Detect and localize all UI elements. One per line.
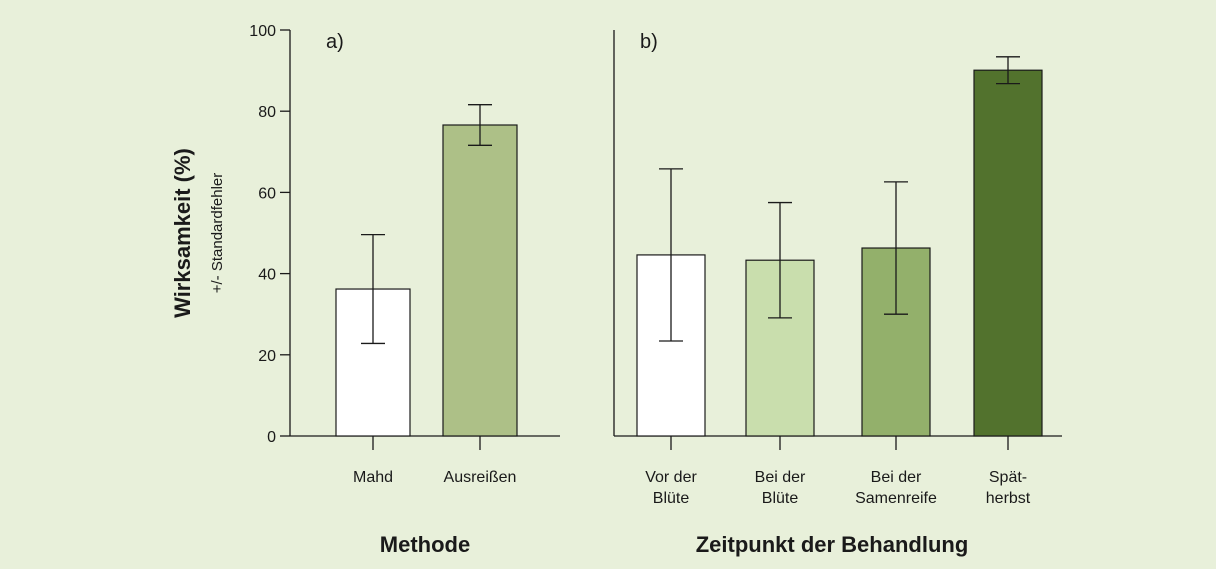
x-tick-label-line: Ausreißen <box>444 469 517 486</box>
y-tick-label: 0 <box>267 429 276 446</box>
x-tick-label: Bei der Blüte <box>755 469 806 507</box>
x-tick-label: Spät-herbst <box>986 469 1031 507</box>
x-tick-label: Vor der Blüte <box>645 469 697 507</box>
x-tick-label-line: Blüte <box>762 490 799 507</box>
y-axis-subtitle: +/- Standardfehler <box>209 173 226 294</box>
x-tick-label-line: Blüte <box>653 490 690 507</box>
x-axis-title: Zeitpunkt der Behandlung <box>696 532 969 557</box>
y-axis-title: Wirksamkeit (%) <box>170 148 195 318</box>
x-tick-label: Mahd <box>353 469 393 486</box>
panel-label: b) <box>640 31 658 53</box>
error-bar <box>468 104 492 146</box>
x-tick-label-line: Mahd <box>353 469 393 486</box>
y-tick-label: 80 <box>258 104 276 121</box>
y-tick-label: 60 <box>258 185 276 202</box>
error-bar <box>884 181 908 315</box>
x-tick-label: Bei der Samenreife <box>855 469 937 507</box>
error-bar <box>659 168 683 342</box>
bar <box>973 69 1043 437</box>
x-tick-label-line: Samenreife <box>855 490 937 507</box>
bar <box>442 124 518 437</box>
y-tick-label: 40 <box>258 267 276 284</box>
x-tick-label-line: Bei der <box>755 469 806 486</box>
error-bar <box>768 201 792 319</box>
x-tick-label-line: Bei der <box>871 469 922 486</box>
x-tick-label-line: Spät- <box>989 469 1027 486</box>
y-tick-label: 100 <box>249 23 276 40</box>
panel-label: a) <box>326 31 344 53</box>
error-bar <box>996 56 1020 85</box>
x-tick-label-line: Vor der <box>645 469 697 486</box>
x-tick-label: Ausreißen <box>444 469 517 486</box>
error-bar <box>361 233 385 345</box>
x-axis-title: Methode <box>380 532 470 557</box>
x-tick-label-line: herbst <box>986 490 1031 507</box>
y-tick-label: 20 <box>258 348 276 365</box>
